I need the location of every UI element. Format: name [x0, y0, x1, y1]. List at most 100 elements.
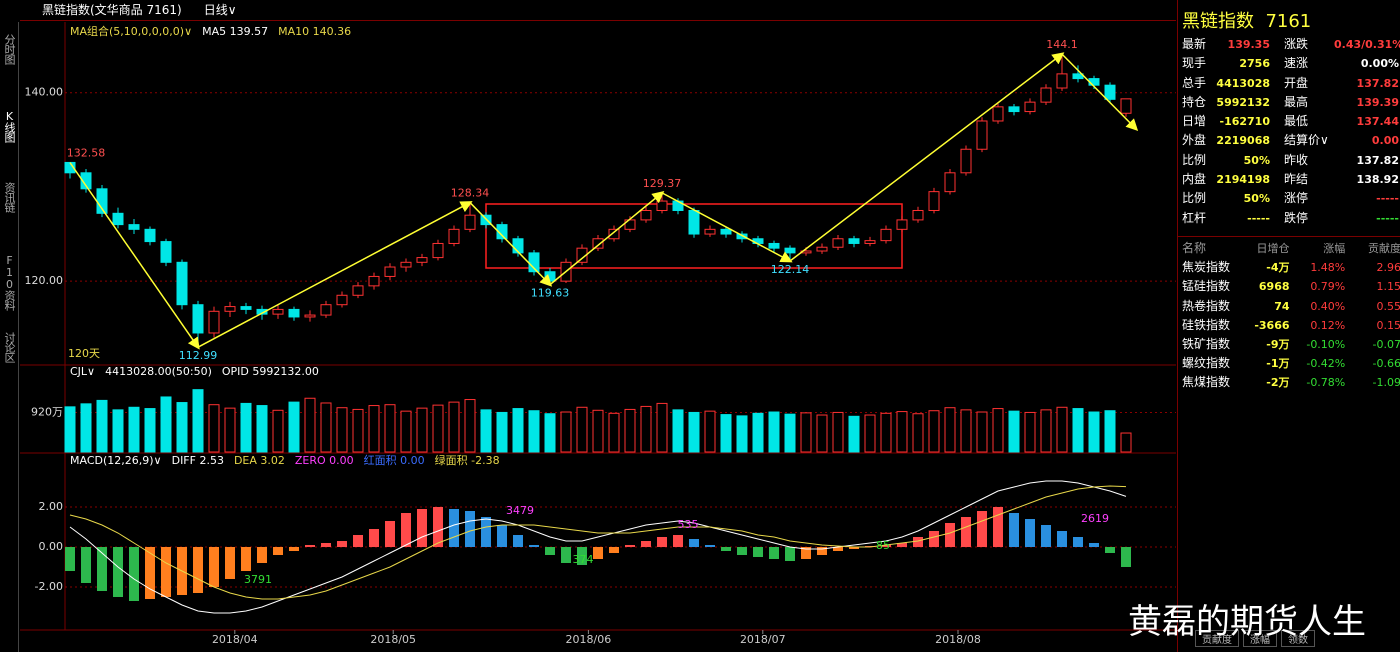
quote-table: 最新 139.35 涨跌 0.43/0.31% 现手 2756 速涨 0.00% 总手 44130…: [1178, 35, 1400, 228]
sidebar-tab[interactable]: 讨论区: [3, 332, 16, 362]
macd-bar: [673, 535, 683, 547]
quote-label: 昨收: [1284, 152, 1309, 167]
period-selector[interactable]: 日线∨: [203, 3, 237, 17]
candle-body: [1056, 73, 1068, 89]
sidebar-tab[interactable]: 分时图: [3, 34, 16, 64]
sidebar-tab[interactable]: F10资料: [3, 254, 16, 310]
sector-cell: 0.12%: [1310, 318, 1346, 332]
quote-row: 比例 50% 涨停 -----: [1178, 189, 1400, 208]
quote-row: 外盘 2219068 结算价∨ 0.00: [1178, 131, 1400, 150]
swing-label: 128.34: [451, 187, 490, 200]
period-label: 120天: [68, 347, 100, 360]
sector-cell: -0.42%: [1306, 357, 1346, 371]
bottom-tab[interactable]: 涨幅: [1243, 630, 1277, 647]
candle-body: [208, 310, 220, 334]
legend-text: DIFF 2.53: [172, 454, 224, 467]
quote-label: 开盘: [1284, 75, 1309, 90]
quote-value: -----: [1376, 192, 1399, 206]
column-header: 日增仓: [1256, 241, 1290, 255]
volume-bar: [256, 405, 268, 453]
sector-cell[interactable]: 螺纹指数: [1182, 356, 1231, 371]
macd-bar: [641, 541, 651, 547]
volume-bar: [1088, 411, 1100, 453]
volume-bar: [720, 414, 732, 453]
sector-cell[interactable]: 热卷指数: [1182, 298, 1231, 313]
macd-bar: [321, 543, 331, 547]
macd-bar: [1041, 525, 1051, 547]
macd-bar: [1057, 531, 1067, 547]
watermark: 黄磊的期货人生: [1128, 602, 1366, 642]
quote-value: 0.43/0.31%: [1334, 38, 1400, 51]
quote-label: 内盘: [1182, 172, 1207, 187]
volume-bar: [768, 411, 780, 453]
candle-body: [352, 285, 364, 296]
quote-value: 2219068: [1216, 134, 1270, 148]
candle-body: [640, 209, 652, 221]
candle-body: [144, 228, 156, 243]
sector-cell[interactable]: 硅铁指数: [1182, 317, 1231, 332]
volume-bar: [208, 404, 220, 453]
swing-label: 112.99: [179, 349, 218, 362]
sector-row: 热卷指数 74 0.40% 0.55: [1178, 297, 1400, 316]
candle-body: [1008, 106, 1020, 113]
quote-value: 2756: [1239, 57, 1270, 71]
quote-label: 速涨: [1284, 56, 1309, 71]
sector-row: 焦煤指数 -2万 -0.78% -1.09: [1178, 373, 1400, 392]
macd-bar: [65, 547, 75, 571]
candle-body: [1120, 98, 1132, 114]
column-header: 涨幅: [1323, 241, 1346, 255]
sector-cell: 6968: [1258, 280, 1290, 294]
macd-bar: [961, 517, 971, 547]
macd-bar: [785, 547, 795, 561]
sector-cell: 74: [1274, 299, 1290, 313]
candle-body: [832, 238, 844, 248]
volume-bar: [560, 411, 572, 453]
candle-body: [240, 306, 252, 310]
macd-bar: [1073, 537, 1083, 547]
volume-bar: [448, 401, 460, 453]
candle-body: [880, 228, 892, 242]
candle-body: [160, 241, 172, 263]
volume-bar: [864, 414, 876, 453]
macd-bar: [561, 547, 571, 563]
quote-row: 日增 -162710 最低 137.44: [1178, 112, 1400, 131]
quote-panel: 黑链指数 7161 最新 139.35 涨跌 0.43/0.31% 现手 2756 速涨 0.…: [1177, 0, 1400, 652]
candle-body: [992, 106, 1004, 122]
sector-cell: 1.48%: [1310, 261, 1346, 275]
macd-annotation: 535: [678, 518, 699, 531]
volume-bar: [1008, 410, 1020, 453]
sector-row: 硅铁指数 -3666 0.12% 0.15: [1178, 316, 1400, 335]
candle-body: [256, 308, 268, 315]
volume-bar: [192, 389, 204, 453]
macd-annotation: 374: [573, 553, 594, 566]
volume-bar: [64, 406, 76, 453]
swing-label: 129.37: [643, 177, 682, 190]
candle-body: [336, 294, 348, 306]
sector-cell: -4万: [1266, 261, 1290, 275]
sector-row: 螺纹指数 -1万 -0.42% -0.66: [1178, 354, 1400, 373]
macd-bar: [449, 509, 459, 547]
quote-value: -----: [1247, 211, 1270, 225]
volume-bar: [576, 406, 588, 453]
sector-cell[interactable]: 焦炭指数: [1182, 260, 1231, 275]
sector-cell: -3666: [1254, 318, 1290, 332]
y-tick-label: 0.00: [39, 540, 64, 553]
quote-label: 最新: [1182, 37, 1207, 51]
bottom-tab[interactable]: 贡献度: [1195, 630, 1239, 647]
sidebar-tab[interactable]: K线图: [3, 110, 16, 142]
sector-cell[interactable]: 锰硅指数: [1182, 279, 1231, 294]
sector-cell[interactable]: 焦煤指数: [1182, 375, 1231, 390]
quote-title: 黑链指数 7161: [1182, 11, 1312, 32]
sector-cell: -1万: [1266, 357, 1290, 371]
sector-cell[interactable]: 铁矿指数: [1182, 336, 1231, 351]
bottom-tab[interactable]: 领数: [1281, 630, 1315, 647]
candle-body: [496, 224, 508, 240]
sector-cell: 0.15: [1376, 318, 1400, 332]
volume-bar: [672, 409, 684, 453]
swing-label: 119.63: [531, 287, 570, 300]
volume-bar: [1104, 410, 1116, 453]
sidebar-tab[interactable]: 资讯链: [3, 182, 16, 212]
quote-row: 内盘 2194198 昨结 138.92: [1178, 170, 1400, 189]
macd-bar: [929, 531, 939, 547]
sector-cell: -0.07: [1372, 337, 1400, 351]
